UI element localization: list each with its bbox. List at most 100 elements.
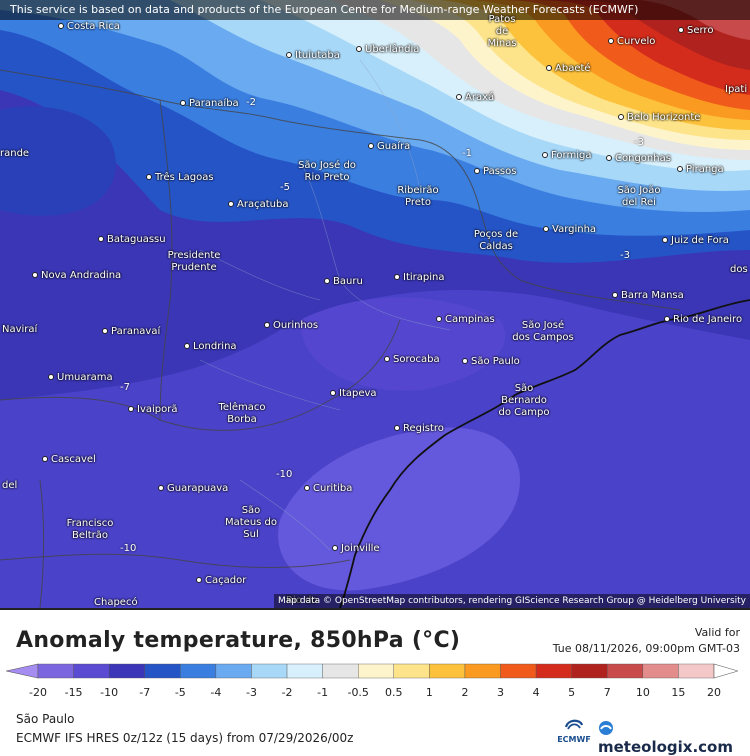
legend-tick-label: -0.5 xyxy=(347,686,369,699)
forecast-map[interactable]: This service is based on data and produc… xyxy=(0,0,750,608)
legend-tick-label: -3 xyxy=(245,686,257,699)
legend-swatch xyxy=(571,663,608,679)
legend-tick-label: 0.5 xyxy=(385,686,403,699)
ecmwf-logo: ECMWF xyxy=(556,716,592,744)
ecmwf-logo-text: ECMWF xyxy=(557,735,591,744)
city-sao-joao-del-rei: São João del Rei xyxy=(617,185,661,208)
city-joinville: Joinville xyxy=(332,543,380,555)
isoline-label: -5 xyxy=(280,182,290,193)
city-tres-lagoas: Três Lagoas xyxy=(146,172,214,184)
city-piranga: Piranga xyxy=(677,164,724,176)
city-rio-de-janeiro: Rio de Janeiro xyxy=(664,314,742,326)
city-nova-andradina: Nova Andradina xyxy=(32,270,121,282)
legend-swatch xyxy=(464,663,501,679)
legend-swatch xyxy=(180,663,217,679)
city-dos-partial: dos xyxy=(730,264,748,275)
chart-title: Anomaly temperature, 850hPa (°C) xyxy=(16,628,461,653)
city-paranavai: Paranavaí xyxy=(102,326,160,338)
legend-swatch xyxy=(286,663,323,679)
city-ourinhos: Ourinhos xyxy=(264,320,318,332)
city-ipati: Ipati xyxy=(725,84,748,95)
city-presidente-prudente: Presidente Prudente xyxy=(167,250,221,273)
legend-tick-label: -15 xyxy=(64,686,83,699)
city-aracatuba: Araçatuba xyxy=(228,199,288,211)
model-run-info: ECMWF IFS HRES 0z/12z (15 days) from 07/… xyxy=(16,731,354,745)
legend-swatch xyxy=(642,663,679,679)
isoline-label: -10 xyxy=(120,543,137,554)
legend-tick-label: -10 xyxy=(100,686,119,699)
legend-tick-label: 7 xyxy=(603,686,611,699)
legend-tick-label: -5 xyxy=(174,686,186,699)
isoline-label: -2 xyxy=(246,97,256,108)
city-guaira: Guaíra xyxy=(368,141,410,153)
city-araxa: Araxá xyxy=(456,92,494,104)
legend-swatch xyxy=(429,663,466,679)
map-attribution: Map data © OpenStreetMap contributors, r… xyxy=(274,594,750,608)
city-telemaco-borba: Telêmaco Borba xyxy=(218,402,266,425)
legend-tick-label: 5 xyxy=(568,686,576,699)
city-sao-mateus-do-sul: São Mateus do Sul xyxy=(224,505,278,540)
city-ituiutaba: Ituiutaba xyxy=(286,50,340,62)
legend-swatch xyxy=(73,663,110,679)
legend-swatch xyxy=(322,663,359,679)
city-juiz-de-fora: Juiz de Fora xyxy=(662,235,729,247)
city-ivaipora: Ivaiporã xyxy=(128,404,177,416)
city-paranaiba: Paranaíba xyxy=(180,98,239,110)
legend-swatch xyxy=(678,663,715,679)
city-francisco-beltrao: Francisco Beltrão xyxy=(66,518,114,541)
city-guarapuava: Guarapuava xyxy=(158,483,228,495)
isoline-label: -3 xyxy=(620,250,630,261)
legend-swatch xyxy=(37,663,74,679)
legend-tick-label: -20 xyxy=(29,686,47,699)
meteologix-brand-text: meteologix.com xyxy=(598,738,733,756)
legend-bar xyxy=(6,663,738,679)
legend-swatch xyxy=(251,663,288,679)
city-itapeva: Itapeva xyxy=(330,388,377,400)
city-campinas: Campinas xyxy=(436,314,495,326)
legend-swatch xyxy=(393,663,430,679)
region-label: São Paulo xyxy=(16,712,75,726)
isoline-label: -10 xyxy=(276,469,293,480)
city-chapeco: Chapecó xyxy=(94,597,138,608)
city-pocos-de-caldas: Poços de Caldas xyxy=(473,229,519,252)
legend-tick-label: 3 xyxy=(497,686,505,699)
legend-swatch xyxy=(108,663,145,679)
legend-ticks: -20 -15 -10 -7 -5 -4 -3 -2 -1 -0.5 0.5 1 2 3 4 5 7 10 15 20 xyxy=(0,686,750,700)
city-cacador: Caçador xyxy=(196,575,246,587)
legend-swatch xyxy=(500,663,537,679)
city-londrina: Londrina xyxy=(184,341,237,353)
legend-swatch xyxy=(535,663,572,679)
city-ribeirao-preto: Ribeirão Preto xyxy=(397,185,439,208)
city-curvelo: Curvelo xyxy=(608,36,655,48)
city-cascavel: Cascavel xyxy=(42,454,96,466)
isoline-label: -1 xyxy=(462,148,472,159)
isoline-label: -7 xyxy=(120,382,130,393)
city-patos-de-minas: Patos de Minas xyxy=(487,14,517,49)
valid-for-label: Valid for xyxy=(694,626,740,639)
city-rande-partial: rande xyxy=(0,148,30,159)
city-curitiba: Curitiba xyxy=(304,483,352,495)
anomaly-field xyxy=(0,0,750,608)
meteologix-brand[interactable]: meteologix.com xyxy=(598,720,750,756)
meteologix-logo-icon xyxy=(599,721,613,735)
city-passos: Passos xyxy=(474,166,516,178)
isoline-label: -3 xyxy=(634,137,644,148)
city-registro: Registro xyxy=(394,423,444,435)
city-belo-horizonte: Belo Horizonte xyxy=(618,112,700,124)
ecmwf-banner: This service is based on data and produc… xyxy=(0,0,750,20)
city-bauru: Bauru xyxy=(324,276,363,288)
city-bataguassu: Bataguassu xyxy=(98,234,166,246)
legend-tick-label: 2 xyxy=(461,686,469,699)
legend-swatch xyxy=(144,663,181,679)
city-sao-jose-dos-campos: São José dos Campos xyxy=(512,320,574,343)
ecmwf-swirl-icon xyxy=(564,719,584,730)
city-navirai: Naviraí xyxy=(2,324,38,335)
legend-tick-label: 4 xyxy=(532,686,540,699)
city-costa-rica: Costa Rica xyxy=(58,21,120,33)
legend-tick-label: -1 xyxy=(317,686,329,699)
legend-arrow-left xyxy=(6,663,39,679)
city-formiga: Formiga xyxy=(542,150,591,162)
city-abaete: Abaeté xyxy=(546,63,591,75)
city-sao-jose-do-rio-preto: São José do Rio Preto xyxy=(298,160,356,183)
legend-tick-label: 10 xyxy=(635,686,650,699)
